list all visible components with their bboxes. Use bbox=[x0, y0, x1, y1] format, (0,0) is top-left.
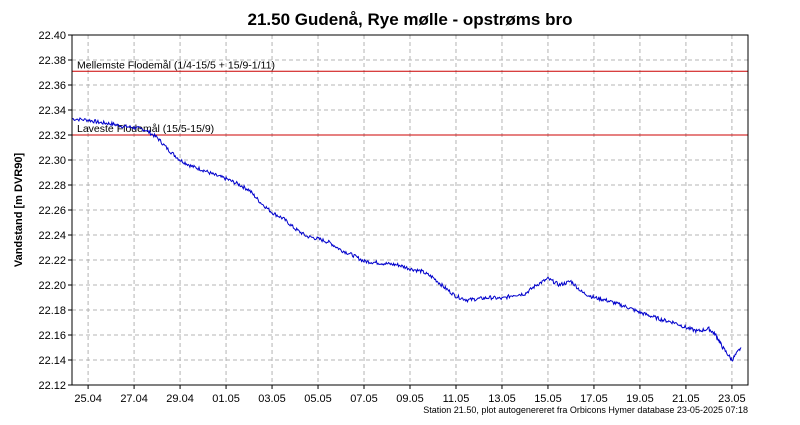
y-tick-label: 22.34 bbox=[38, 105, 66, 117]
y-tick-label: 22.18 bbox=[38, 305, 66, 317]
x-tick-label: 23.05 bbox=[718, 393, 746, 405]
x-tick-label: 07.05 bbox=[350, 393, 378, 405]
series-line bbox=[71, 117, 742, 362]
x-tick-label: 15.05 bbox=[534, 393, 562, 405]
x-tick-label: 25.04 bbox=[74, 393, 102, 405]
reference-line-label: Laveste Flodemål (15/5-15/9) bbox=[77, 123, 214, 135]
x-tick-label: 13.05 bbox=[488, 393, 516, 405]
y-tick-label: 22.20 bbox=[38, 280, 66, 292]
y-tick-label: 22.30 bbox=[38, 155, 66, 167]
series-layer bbox=[71, 117, 742, 362]
footer-note: Station 21.50, plot autogenereret fra Or… bbox=[423, 405, 748, 415]
y-tick-label: 22.28 bbox=[38, 180, 66, 192]
x-tick-label: 11.05 bbox=[443, 393, 470, 405]
x-tick-label: 19.05 bbox=[626, 393, 654, 405]
x-tick-label: 21.05 bbox=[672, 393, 700, 405]
y-tick-label: 22.38 bbox=[38, 55, 66, 67]
x-tick-label: 09.05 bbox=[396, 393, 424, 405]
x-tick-label: 17.05 bbox=[580, 393, 608, 405]
x-tick-label: 05.05 bbox=[304, 393, 332, 405]
y-tick-label: 22.36 bbox=[38, 80, 66, 92]
y-tick-label: 22.22 bbox=[38, 255, 66, 267]
x-tick-label: 27.04 bbox=[120, 393, 148, 405]
plot-frame bbox=[71, 34, 749, 386]
x-tick-label: 01.05 bbox=[212, 393, 240, 405]
x-tick-labels: 25.04 27.04 29.04 01.05 03.05 05.05 07.05 09.05… bbox=[74, 393, 745, 405]
y-tick-label: 22.12 bbox=[38, 380, 66, 392]
y-tick-label: 22.26 bbox=[38, 205, 66, 217]
x-tick-label: 03.05 bbox=[258, 393, 286, 405]
grid-layer bbox=[68, 34, 748, 389]
reference-lines: Mellemste Flodemål (1/4-15/5 + 15/9-1/11… bbox=[72, 59, 748, 136]
y-tick-label: 22.32 bbox=[38, 130, 66, 142]
x-tick-label: 29.04 bbox=[166, 393, 194, 405]
y-tick-labels: 22.12 22.14 22.16 22.18 22.20 22.22 22.24 22.26… bbox=[38, 30, 66, 392]
chart-title: 21.50 Gudenå, Rye mølle - opstrøms bro bbox=[248, 10, 573, 29]
y-tick-label: 22.16 bbox=[38, 330, 66, 342]
y-tick-label: 22.40 bbox=[38, 30, 66, 42]
y-axis-label: Vandstand [m DVR90] bbox=[13, 153, 25, 268]
y-tick-label: 22.24 bbox=[38, 230, 66, 242]
y-tick-label: 22.14 bbox=[38, 355, 66, 367]
reference-line-label: Mellemste Flodemål (1/4-15/5 + 15/9-1/11… bbox=[77, 59, 275, 71]
